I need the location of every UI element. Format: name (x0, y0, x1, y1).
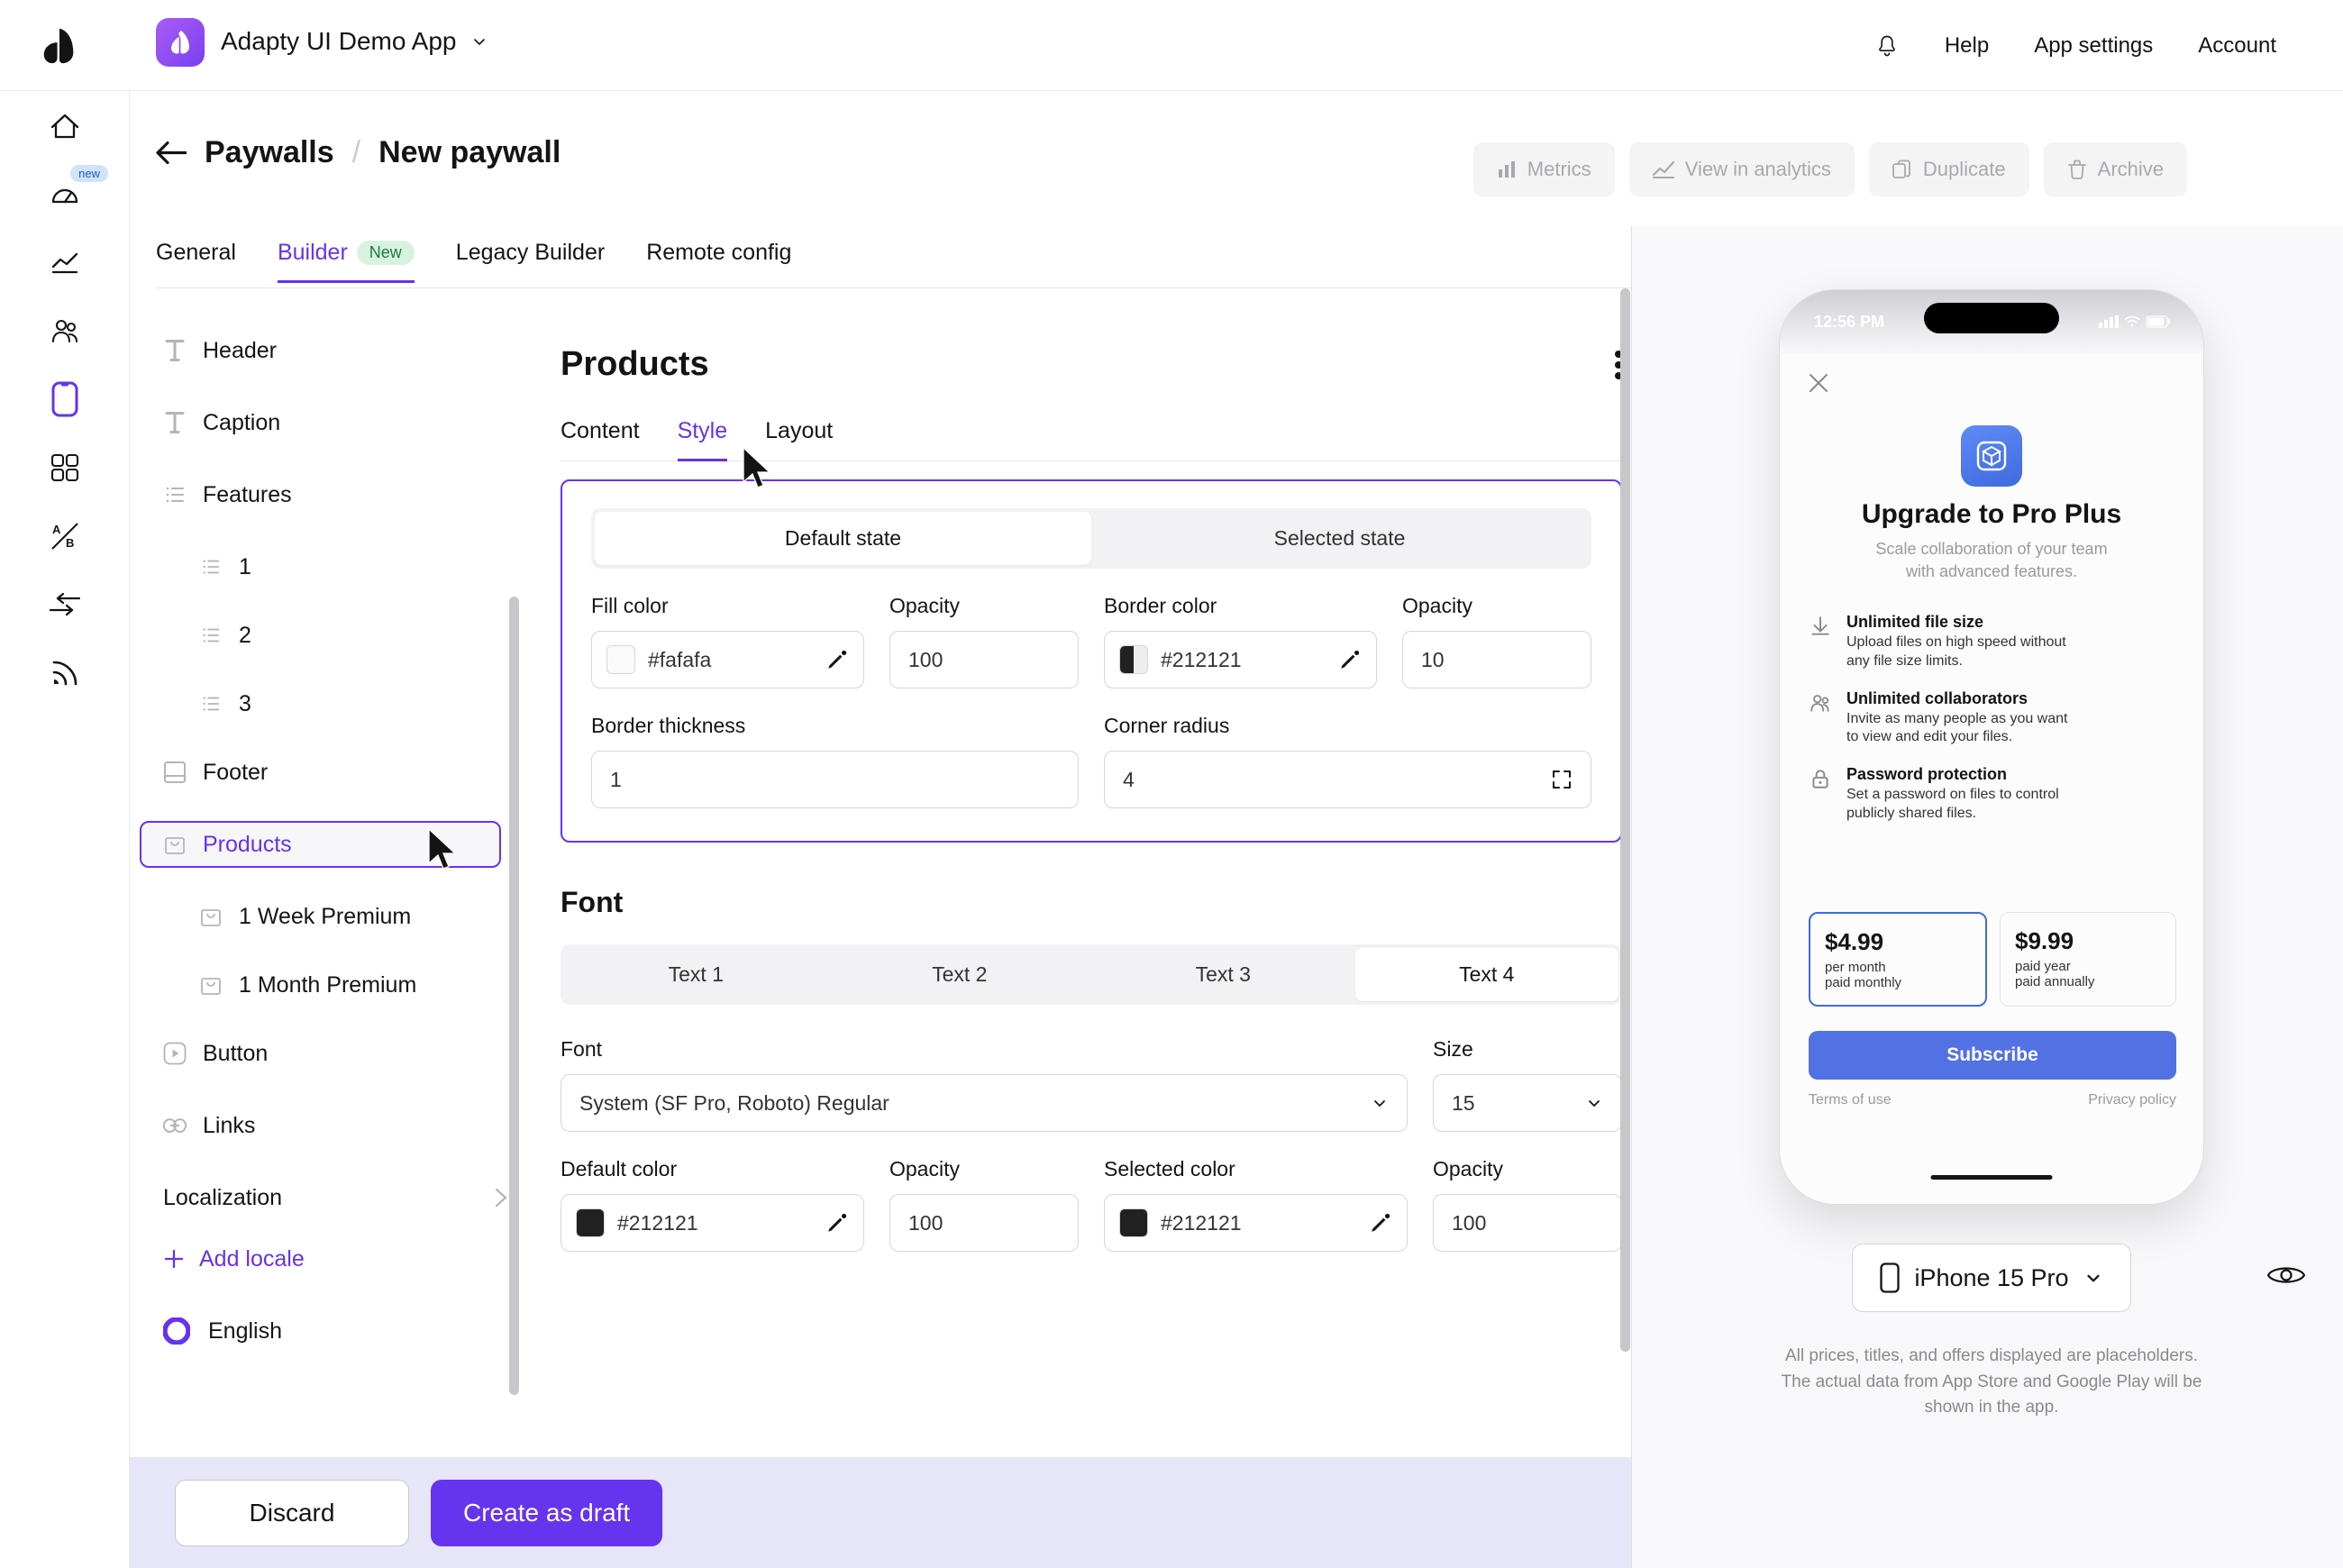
svg-text:A: A (52, 523, 61, 536)
svg-text:B: B (66, 536, 74, 550)
